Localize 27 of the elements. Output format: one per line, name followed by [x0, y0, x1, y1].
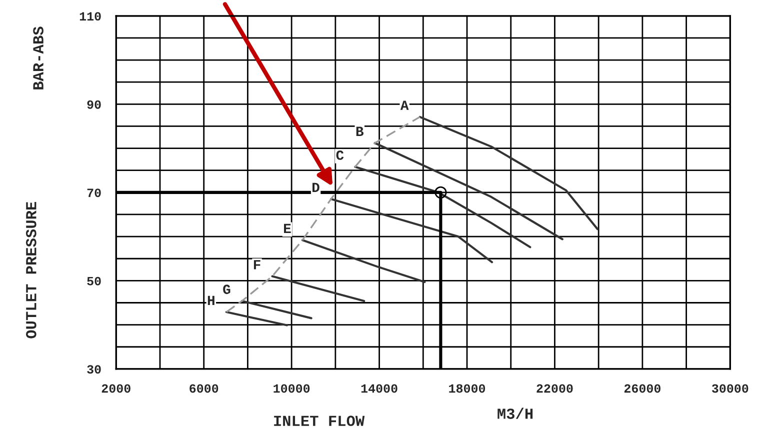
x-tick-label: 2000 [102, 384, 130, 393]
line-series [354, 166, 532, 248]
y-axis-title: OUTLET PRESSURE [26, 202, 36, 338]
series-label: H [208, 296, 214, 305]
x-tick-label: 26000 [624, 384, 660, 393]
x-tick-label: 14000 [361, 384, 398, 393]
series-label: G [223, 284, 230, 294]
series-label: C [336, 150, 344, 160]
y-tick-label: 90 [87, 100, 101, 109]
y-tick-label: 50 [87, 276, 101, 286]
text: BAR-ABS [33, 26, 44, 90]
x-tick-label: 6000 [190, 384, 218, 393]
series-label: D [312, 182, 320, 192]
x-axis-title: INLET FLOW [274, 416, 365, 426]
x-tick-label: 30000 [712, 384, 748, 393]
line-series [418, 116, 599, 230]
series-label: F [254, 260, 260, 270]
y-tick-label: 30 [87, 365, 101, 374]
x-tick-label: 18000 [449, 384, 486, 393]
text: M3/H [498, 408, 533, 419]
x-tick-label: 10000 [274, 384, 310, 393]
series-label: A [400, 100, 409, 110]
y-tick-label: 110 [80, 12, 101, 21]
series-label: E [284, 224, 291, 234]
series-label: B [356, 126, 364, 136]
y-tick-label: 70 [87, 188, 101, 198]
x-tick-label: 22000 [536, 384, 573, 393]
